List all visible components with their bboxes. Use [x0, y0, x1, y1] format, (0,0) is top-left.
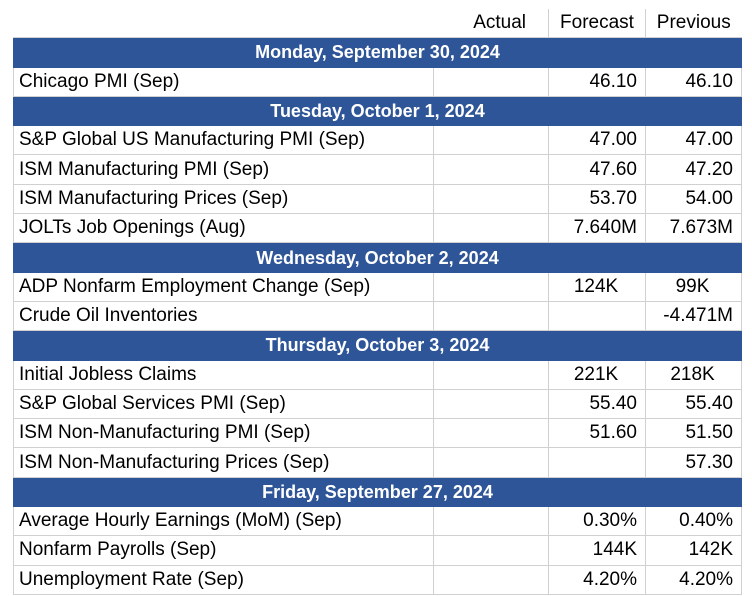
actual-value [433, 301, 549, 332]
table-row: S&P Global Services PMI (Sep) 55.40 55.4… [13, 389, 742, 420]
table-row: Unemployment Rate (Sep) 4.20% 4.20% [13, 565, 742, 595]
header-row: Actual Forecast Previous [13, 9, 742, 39]
forecast-value: 124K [548, 272, 646, 302]
event-name: Initial Jobless Claims [13, 360, 434, 390]
event-name: Crude Oil Inventories [13, 301, 434, 332]
forecast-value: 55.40 [548, 389, 646, 420]
event-name: Nonfarm Payrolls (Sep) [13, 535, 434, 566]
previous-value: 142K [645, 535, 742, 566]
event-name: S&P Global Services PMI (Sep) [13, 389, 434, 420]
actual-value [433, 67, 549, 97]
event-name: ADP Nonfarm Employment Change (Sep) [13, 272, 434, 302]
actual-value [433, 418, 549, 449]
previous-value: 47.20 [645, 154, 742, 185]
header-event [13, 9, 434, 39]
day-header-row: Thursday, October 3, 2024 [13, 330, 742, 361]
calendar-body: Monday, September 30, 2024 Chicago PMI (… [13, 37, 742, 595]
table-row: ISM Manufacturing PMI (Sep) 47.60 47.20 [13, 154, 742, 185]
table-row: ISM Non-Manufacturing PMI (Sep) 51.60 51… [13, 418, 742, 449]
day-title: Friday, September 27, 2024 [13, 476, 742, 508]
event-name: S&P Global US Manufacturing PMI (Sep) [13, 125, 434, 156]
day-title: Monday, September 30, 2024 [13, 37, 742, 68]
event-name: Average Hourly Earnings (MoM) (Sep) [13, 506, 434, 537]
actual-value [433, 535, 549, 566]
day-header-row: Monday, September 30, 2024 [13, 37, 742, 68]
forecast-value [548, 301, 646, 332]
event-name: ISM Manufacturing Prices (Sep) [13, 184, 434, 215]
header-actual: Actual [433, 9, 549, 39]
forecast-value: 144K [548, 535, 646, 566]
table-row: Nonfarm Payrolls (Sep) 144K 142K [13, 535, 742, 566]
table-row: Chicago PMI (Sep) 46.10 46.10 [13, 67, 742, 97]
previous-value: 218K [645, 360, 742, 390]
previous-value: 47.00 [645, 125, 742, 156]
actual-value [433, 184, 549, 215]
actual-value [433, 506, 549, 537]
forecast-value: 51.60 [548, 418, 646, 449]
actual-value [433, 360, 549, 390]
forecast-value: 0.30% [548, 506, 646, 537]
previous-value: 99K [645, 272, 742, 302]
forecast-value: 47.00 [548, 125, 646, 156]
event-name: Chicago PMI (Sep) [13, 67, 434, 97]
table-row: ADP Nonfarm Employment Change (Sep) 124K… [13, 272, 742, 302]
day-header-row: Tuesday, October 1, 2024 [13, 95, 742, 127]
actual-value [433, 447, 549, 478]
table-row: S&P Global US Manufacturing PMI (Sep) 47… [13, 125, 742, 156]
forecast-value: 221K [548, 360, 646, 390]
actual-value [433, 565, 549, 595]
table-row: Average Hourly Earnings (MoM) (Sep) 0.30… [13, 506, 742, 537]
forecast-value: 46.10 [548, 67, 646, 97]
table-row: Crude Oil Inventories -4.471M [13, 301, 742, 332]
previous-value: -4.471M [645, 301, 742, 332]
event-name: ISM Non-Manufacturing Prices (Sep) [13, 447, 434, 478]
forecast-value [548, 447, 646, 478]
forecast-value: 53.70 [548, 184, 646, 215]
event-name: ISM Manufacturing PMI (Sep) [13, 154, 434, 185]
actual-value [433, 272, 549, 302]
previous-value: 55.40 [645, 389, 742, 420]
table-row: JOLTs Job Openings (Aug) 7.640M 7.673M [13, 213, 742, 244]
event-name: Unemployment Rate (Sep) [13, 565, 434, 595]
actual-value [433, 213, 549, 244]
day-header-row: Friday, September 27, 2024 [13, 476, 742, 508]
economic-calendar-table: Actual Forecast Previous Monday, Septemb… [13, 9, 742, 595]
day-title: Thursday, October 3, 2024 [13, 330, 742, 361]
table-row: ISM Manufacturing Prices (Sep) 53.70 54.… [13, 184, 742, 215]
forecast-value: 7.640M [548, 213, 646, 244]
table-row: ISM Non-Manufacturing Prices (Sep) 57.30 [13, 447, 742, 478]
actual-value [433, 389, 549, 420]
previous-value: 46.10 [645, 67, 742, 97]
event-name: JOLTs Job Openings (Aug) [13, 213, 434, 244]
table-row: Initial Jobless Claims 221K 218K [13, 360, 742, 390]
economic-calendar: Actual Forecast Previous Monday, Septemb… [13, 9, 742, 595]
actual-value [433, 125, 549, 156]
day-title: Tuesday, October 1, 2024 [13, 95, 742, 127]
previous-value: 51.50 [645, 418, 742, 449]
forecast-value: 47.60 [548, 154, 646, 185]
previous-value: 57.30 [645, 447, 742, 478]
previous-value: 4.20% [645, 565, 742, 595]
header-previous: Previous [645, 9, 742, 39]
previous-value: 0.40% [645, 506, 742, 537]
previous-value: 7.673M [645, 213, 742, 244]
day-title: Wednesday, October 2, 2024 [13, 242, 742, 273]
event-name: ISM Non-Manufacturing PMI (Sep) [13, 418, 434, 449]
actual-value [433, 154, 549, 185]
day-header-row: Wednesday, October 2, 2024 [13, 242, 742, 273]
forecast-value: 4.20% [548, 565, 646, 595]
header-forecast: Forecast [548, 9, 646, 39]
previous-value: 54.00 [645, 184, 742, 215]
